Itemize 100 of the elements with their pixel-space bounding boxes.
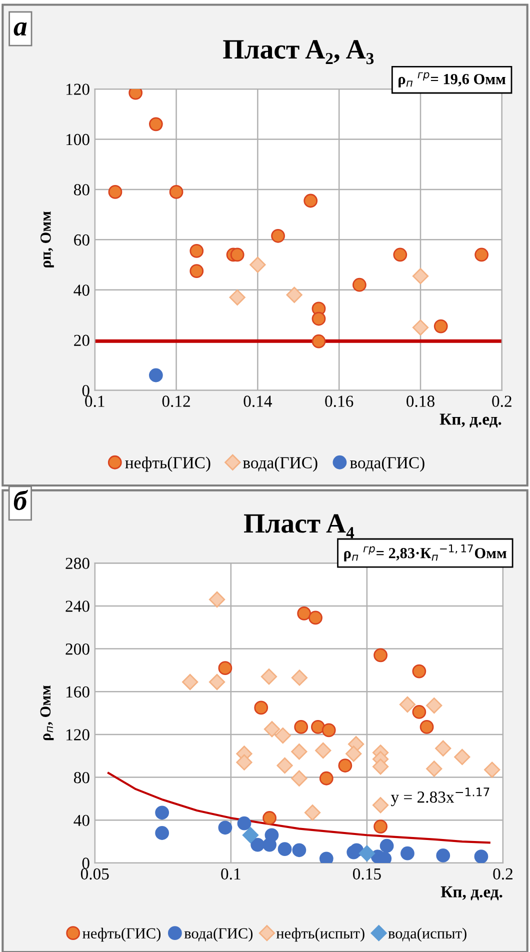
- point: [291, 744, 308, 760]
- point: [237, 816, 252, 830]
- x-tick-label: 0.18: [406, 396, 434, 407]
- y-tick-label: 160: [66, 686, 90, 698]
- point: [393, 248, 408, 262]
- point: [190, 264, 204, 278]
- point: [308, 610, 322, 625]
- y-tick-label: 120: [66, 84, 90, 95]
- y-tick-label: 200: [66, 643, 90, 655]
- y-tick-label: 120: [66, 729, 90, 740]
- point: [434, 319, 448, 334]
- point: [260, 668, 278, 685]
- x-tick-label: 0.12: [162, 396, 190, 407]
- point: [291, 670, 308, 686]
- point: [315, 742, 332, 759]
- x-axis-title: Кп, д.ед.: [440, 414, 502, 428]
- chart-title: Пласт A₂, A₃: [223, 40, 374, 64]
- legend-label: вода(ГИС): [184, 928, 253, 942]
- point: [190, 244, 204, 258]
- point: [311, 720, 325, 734]
- y-tick-label: 80: [74, 184, 90, 196]
- legend-label: нефть(ГИС): [82, 928, 161, 942]
- point: [242, 827, 259, 844]
- text: а: [14, 22, 27, 36]
- y-tick-label: 240: [66, 600, 90, 612]
- legend-label: вода(испыт): [388, 928, 466, 942]
- point: [208, 674, 226, 690]
- point: [278, 842, 292, 856]
- point: [474, 850, 488, 863]
- x-tick-label: 0.1: [85, 396, 104, 407]
- x-tick-label: 0.1: [221, 868, 240, 880]
- point: [322, 723, 336, 738]
- point: [319, 771, 334, 786]
- point: [474, 248, 489, 262]
- legend-label: вода(ГИС): [350, 456, 424, 472]
- y-tick-label: 40: [74, 284, 90, 296]
- y-tick-label: 100: [66, 134, 90, 146]
- point: [484, 762, 500, 778]
- point: [400, 846, 414, 860]
- legend-label: нефть(испыт): [276, 928, 364, 942]
- point: [380, 838, 394, 853]
- point: [148, 368, 163, 382]
- point: [155, 806, 170, 820]
- point: [436, 848, 450, 862]
- text: б: [14, 490, 28, 510]
- y-tick-label: 280: [66, 558, 90, 570]
- point: [108, 185, 122, 199]
- x-tick-label: 0.14: [244, 396, 272, 407]
- y-axis-title: ρп, Омм: [40, 211, 54, 268]
- point: [374, 820, 388, 834]
- y-tick-label: 0: [82, 858, 90, 869]
- point: [182, 674, 198, 690]
- point: [291, 770, 308, 786]
- point: [271, 228, 285, 243]
- legend-label: вода(ГИС): [242, 456, 318, 472]
- point: [372, 758, 389, 775]
- text: ρ$_{п}$ $^{гр}$= 19,6 Омм: [398, 72, 506, 88]
- point: [412, 664, 426, 678]
- point: [412, 319, 429, 336]
- point: [372, 797, 389, 814]
- y-tick-label: 40: [74, 814, 90, 826]
- x-tick-label: 0.2: [492, 396, 512, 407]
- point: [264, 828, 279, 842]
- y-tick-label: 60: [74, 234, 90, 246]
- annotation: y = 2.83x$^{−1.17}$: [390, 788, 490, 806]
- point: [352, 278, 366, 292]
- x-tick-label: 0.2: [493, 868, 512, 880]
- chart-title: Пласт A₄: [244, 514, 354, 538]
- point: [208, 591, 226, 608]
- point: [454, 748, 470, 766]
- y-tick-label: 80: [74, 772, 90, 784]
- point: [304, 194, 318, 208]
- point: [250, 838, 265, 852]
- point: [426, 697, 442, 714]
- point: [346, 746, 362, 762]
- point: [399, 696, 416, 713]
- point: [274, 727, 291, 744]
- point: [358, 845, 375, 862]
- point: [412, 705, 426, 719]
- x-tick-label: 0.05: [80, 868, 109, 880]
- point: [292, 843, 306, 858]
- y-tick-label: 0: [82, 385, 90, 396]
- point: [312, 312, 326, 326]
- legend-label: нефть(ГИС): [125, 456, 210, 472]
- point: [254, 700, 268, 715]
- point: [218, 820, 232, 835]
- point: [155, 826, 170, 840]
- point: [286, 286, 302, 303]
- point: [426, 760, 442, 777]
- point: [218, 661, 232, 676]
- point: [319, 852, 334, 863]
- text: ρ$_{п}$ $^{гр}$= 2,83·К$_{п}$$^{−1,17}$Омм: [344, 544, 506, 562]
- point: [374, 648, 388, 662]
- x-axis-title: Кп, д.ед.: [440, 886, 502, 900]
- point: [312, 334, 326, 348]
- point: [236, 754, 252, 770]
- point: [420, 720, 434, 734]
- x-tick-label: 0.16: [325, 396, 354, 407]
- point: [435, 740, 452, 756]
- point: [148, 117, 163, 132]
